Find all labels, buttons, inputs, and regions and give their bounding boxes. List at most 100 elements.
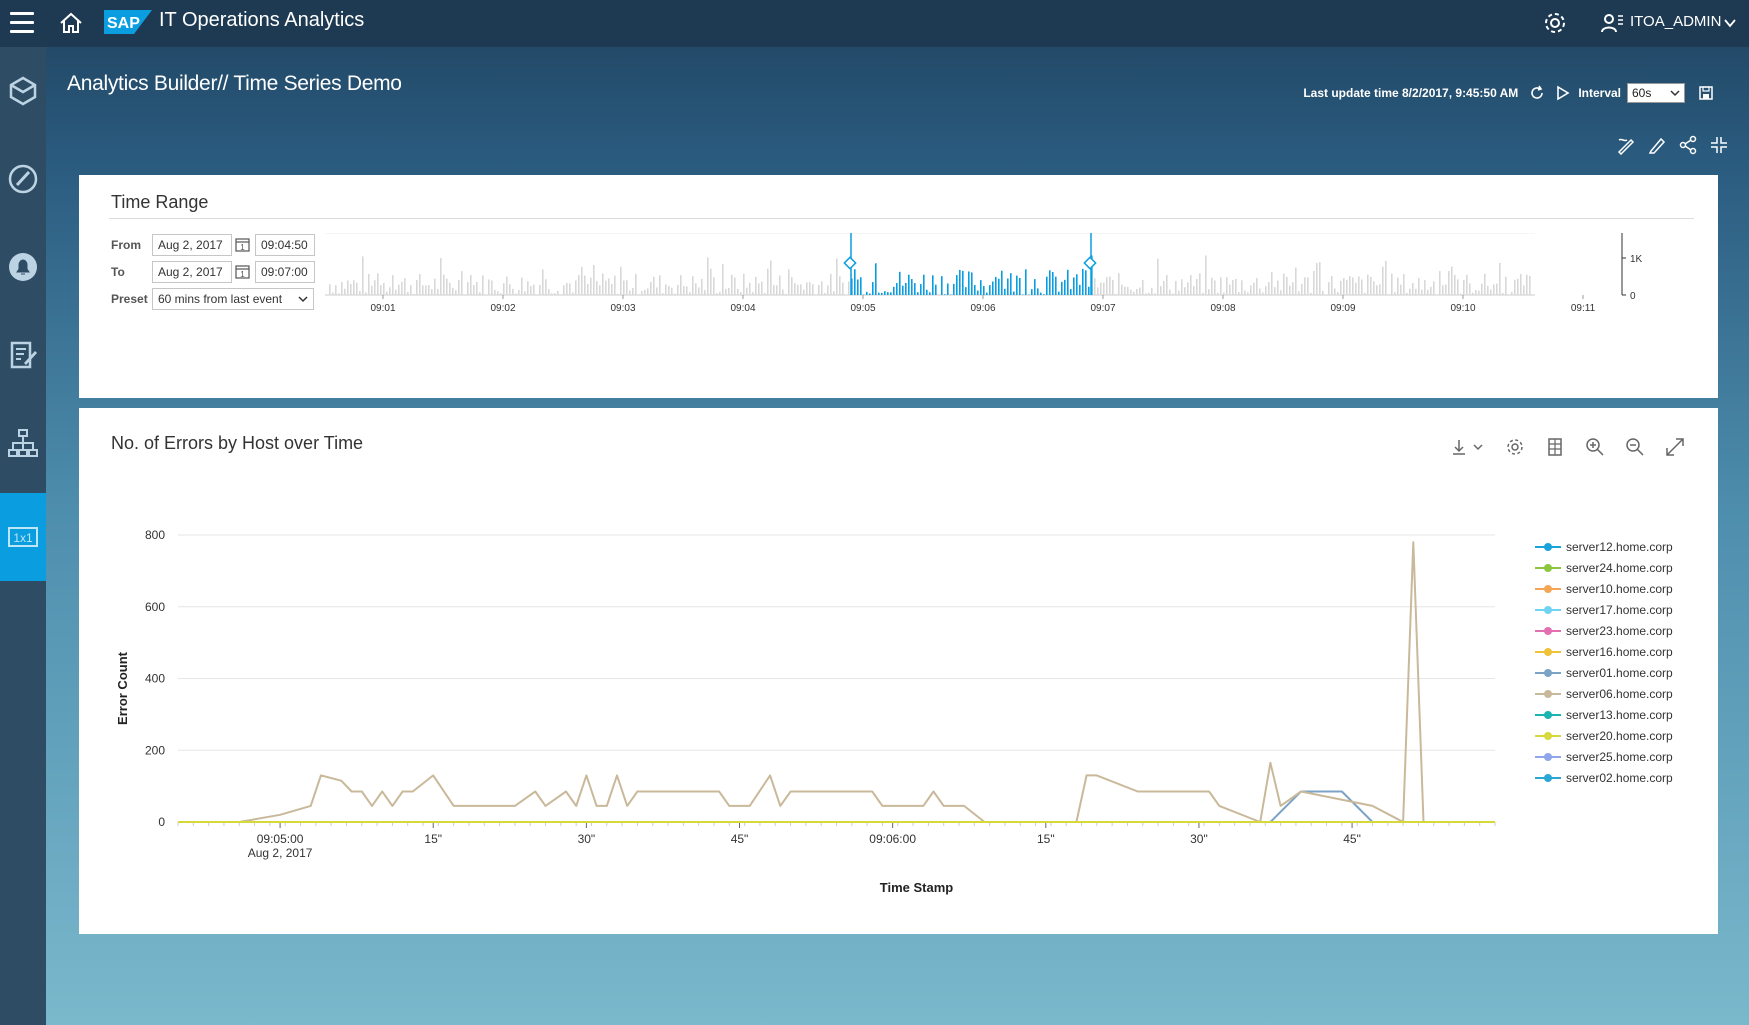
download-icon[interactable] (1450, 436, 1486, 458)
legend-item[interactable]: server06.home.corp (1535, 683, 1673, 704)
settings-icon[interactable] (1504, 436, 1526, 458)
exit-fullscreen-icon[interactable] (1709, 135, 1729, 155)
legend-label: server25.home.corp (1566, 749, 1673, 764)
histogram-bar (569, 283, 571, 295)
play-icon[interactable] (1554, 84, 1572, 102)
sidebar-item-topology[interactable] (0, 399, 46, 487)
series-line-server06.home.corp[interactable] (239, 541, 1495, 823)
legend-item[interactable]: server16.home.corp (1535, 641, 1673, 662)
user-icon[interactable] (1600, 11, 1624, 35)
preset-select[interactable]: 60 mins from last event (152, 288, 314, 310)
histogram-bar (329, 284, 331, 295)
histogram-bar (1217, 292, 1219, 295)
user-name[interactable]: ITOA_ADMIN (1630, 13, 1722, 30)
histogram-bar (1301, 283, 1303, 295)
histogram-bar (962, 270, 964, 295)
legend-marker (1535, 605, 1561, 615)
time-range-overview-chart[interactable]: 09:01 09:02 09:03 09:04 09:05 09:06 09:07 09:08… (325, 233, 1685, 333)
histogram-bar (767, 268, 769, 295)
fullscreen-icon[interactable] (1664, 436, 1686, 458)
x-tick-label: 09:04 (730, 303, 755, 314)
table-view-icon[interactable] (1544, 436, 1566, 458)
histogram-bar (395, 289, 397, 295)
zoom-out-icon[interactable] (1624, 436, 1646, 458)
from-date-input[interactable]: Aug 2, 2017 (152, 234, 232, 256)
to-time-input[interactable]: 09:07:00 (255, 261, 315, 283)
histogram-bar (902, 285, 904, 295)
histogram-bar (743, 273, 745, 295)
histogram-bar (755, 276, 757, 295)
histogram-bar (995, 276, 997, 295)
histogram-bar (380, 285, 382, 295)
histogram-bar (590, 277, 592, 295)
calendar-icon[interactable]: 1 (235, 237, 250, 252)
histogram-bar (1280, 290, 1282, 295)
histogram-bar (446, 278, 448, 295)
histogram-bar (1262, 292, 1264, 295)
histogram-bar (662, 293, 664, 295)
histogram-bar (1076, 274, 1078, 295)
legend-label: server01.home.corp (1566, 665, 1673, 680)
histogram-bar (1292, 282, 1294, 295)
hamburger-menu-icon[interactable] (10, 12, 34, 34)
edit-icon[interactable] (1647, 135, 1667, 155)
histogram-bar (905, 282, 907, 295)
save-icon[interactable] (1697, 84, 1715, 102)
legend-item[interactable]: server23.home.corp (1535, 620, 1673, 641)
design-pencil-icon[interactable] (1616, 135, 1636, 155)
legend-item[interactable]: server20.home.corp (1535, 725, 1673, 746)
sidebar-item-alerts[interactable] (0, 223, 46, 311)
home-icon[interactable] (58, 10, 84, 36)
histogram-bar (500, 293, 502, 295)
histogram-bar (824, 293, 826, 295)
range-handle[interactable] (843, 256, 857, 270)
legend-item[interactable]: server02.home.corp (1535, 767, 1673, 788)
histogram-bar (710, 268, 712, 295)
histogram-bar (1208, 289, 1210, 295)
legend-item[interactable]: server25.home.corp (1535, 746, 1673, 767)
y-tick-label: 600 (145, 600, 165, 614)
histogram-bar (368, 273, 370, 295)
legend-label: server02.home.corp (1566, 770, 1673, 785)
to-date-input[interactable]: Aug 2, 2017 (152, 261, 232, 283)
from-time-input[interactable]: 09:04:50 (255, 234, 315, 256)
share-icon[interactable] (1678, 135, 1698, 155)
histogram-bar (533, 284, 535, 295)
histogram-bar (1142, 279, 1144, 295)
histogram-bar (1121, 284, 1123, 295)
histogram-bar (1019, 277, 1021, 295)
calendar-icon[interactable]: 1 (235, 264, 250, 279)
histogram-bar (1043, 294, 1045, 295)
legend-item[interactable]: server10.home.corp (1535, 578, 1673, 599)
refresh-icon[interactable] (1528, 84, 1546, 102)
histogram-bar (686, 286, 688, 295)
y-tick-label: 0 (1630, 291, 1636, 302)
histogram-bar (503, 283, 505, 295)
sidebar-item-dashboards[interactable] (0, 135, 46, 223)
histogram-bar (1052, 272, 1054, 295)
interval-select[interactable]: 60s (1627, 83, 1685, 103)
legend-item[interactable]: server17.home.corp (1535, 599, 1673, 620)
series-line-server01.home.corp[interactable] (1269, 790, 1374, 823)
range-handle[interactable] (1083, 256, 1097, 270)
gear-icon[interactable] (1542, 10, 1568, 36)
histogram-bar (1235, 278, 1237, 295)
legend-item[interactable]: server24.home.corp (1535, 557, 1673, 578)
histogram-bar (809, 282, 811, 295)
chevron-down-icon[interactable] (1723, 16, 1737, 30)
errors-chart-card: No. of Errors by Host over Time 0 200 400 6… (79, 408, 1718, 934)
histogram-bar (362, 256, 364, 295)
legend-item[interactable]: server01.home.corp (1535, 662, 1673, 683)
sidebar-item-reports[interactable] (0, 311, 46, 399)
legend-item[interactable]: server13.home.corp (1535, 704, 1673, 725)
histogram-bar (509, 284, 511, 295)
histogram-bar (1250, 285, 1252, 295)
zoom-in-icon[interactable] (1584, 436, 1606, 458)
histogram-bar (1091, 255, 1093, 295)
sidebar-item-models[interactable] (0, 47, 46, 135)
histogram-bar (1313, 270, 1315, 295)
sidebar-item-analytics-builder[interactable]: 1x1 (0, 493, 46, 581)
legend-item[interactable]: server12.home.corp (1535, 536, 1673, 557)
x-tick-label: 15" (424, 832, 442, 846)
